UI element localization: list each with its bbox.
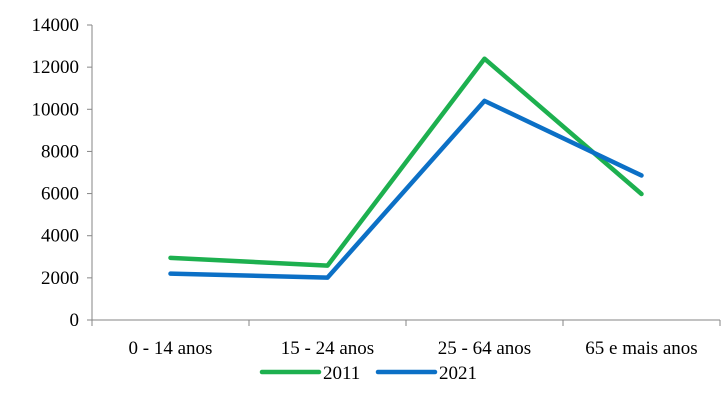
series-line-2011 bbox=[168, 56, 644, 268]
series-line-2021 bbox=[168, 98, 644, 280]
legend-label-2021: 2021 bbox=[439, 363, 477, 384]
x-tick-label: 0 - 14 anos bbox=[129, 338, 213, 359]
y-tick-label: 12000 bbox=[32, 57, 80, 78]
y-tick-label: 0 bbox=[70, 310, 80, 331]
x-tick-label: 15 - 24 anos bbox=[281, 338, 374, 359]
y-axis-ticks: 0 2000 4000 6000 8000 10000 12000 14000 bbox=[32, 15, 92, 331]
x-axis-ticks: 0 - 14 anos 15 - 24 anos 25 - 64 anos 65 e … bbox=[91, 320, 721, 359]
y-tick-label: 14000 bbox=[32, 15, 80, 36]
x-tick-label: 65 e mais anos bbox=[585, 338, 697, 359]
legend-label-2011: 2011 bbox=[323, 363, 360, 384]
y-tick-label: 2000 bbox=[41, 268, 79, 289]
legend: 2011 2021 bbox=[259, 363, 477, 384]
y-tick-label: 10000 bbox=[32, 99, 80, 120]
series-lines bbox=[168, 56, 644, 280]
x-tick-label: 25 - 64 anos bbox=[438, 338, 531, 359]
y-tick-label: 8000 bbox=[41, 141, 79, 162]
y-tick-label: 4000 bbox=[41, 226, 79, 247]
y-tick-label: 6000 bbox=[41, 184, 79, 205]
